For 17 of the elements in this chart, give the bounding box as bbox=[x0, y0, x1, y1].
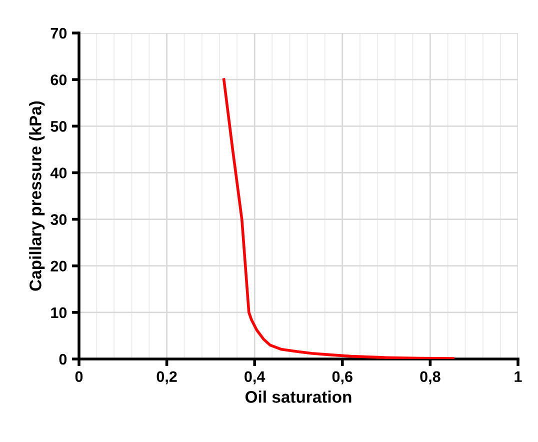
x-tick-label: 1 bbox=[514, 371, 522, 382]
y-tick-label: 70 bbox=[50, 28, 67, 39]
x-tick-label: 0,4 bbox=[244, 371, 266, 384]
x-tick-label: 0,8 bbox=[420, 371, 440, 384]
y-tick-label: 20 bbox=[50, 260, 67, 272]
y-tick-label: 30 bbox=[50, 214, 67, 225]
line-series bbox=[222, 78, 454, 359]
x-tick-label: 0,6 bbox=[332, 371, 352, 384]
y-tick-label: 0 bbox=[59, 354, 67, 365]
y-tick-label: 40 bbox=[50, 168, 67, 178]
y-axis-title: Capillary pressure (kPa) bbox=[29, 101, 45, 291]
x-axis-title: Oil saturation bbox=[245, 390, 352, 403]
y-tick-label: 50 bbox=[50, 121, 67, 132]
y-tick-label: 60 bbox=[50, 74, 67, 86]
x-tick-label: 0 bbox=[75, 371, 83, 382]
x-tick-label: 0,2 bbox=[156, 371, 177, 384]
y-tick-label: 10 bbox=[51, 307, 67, 318]
